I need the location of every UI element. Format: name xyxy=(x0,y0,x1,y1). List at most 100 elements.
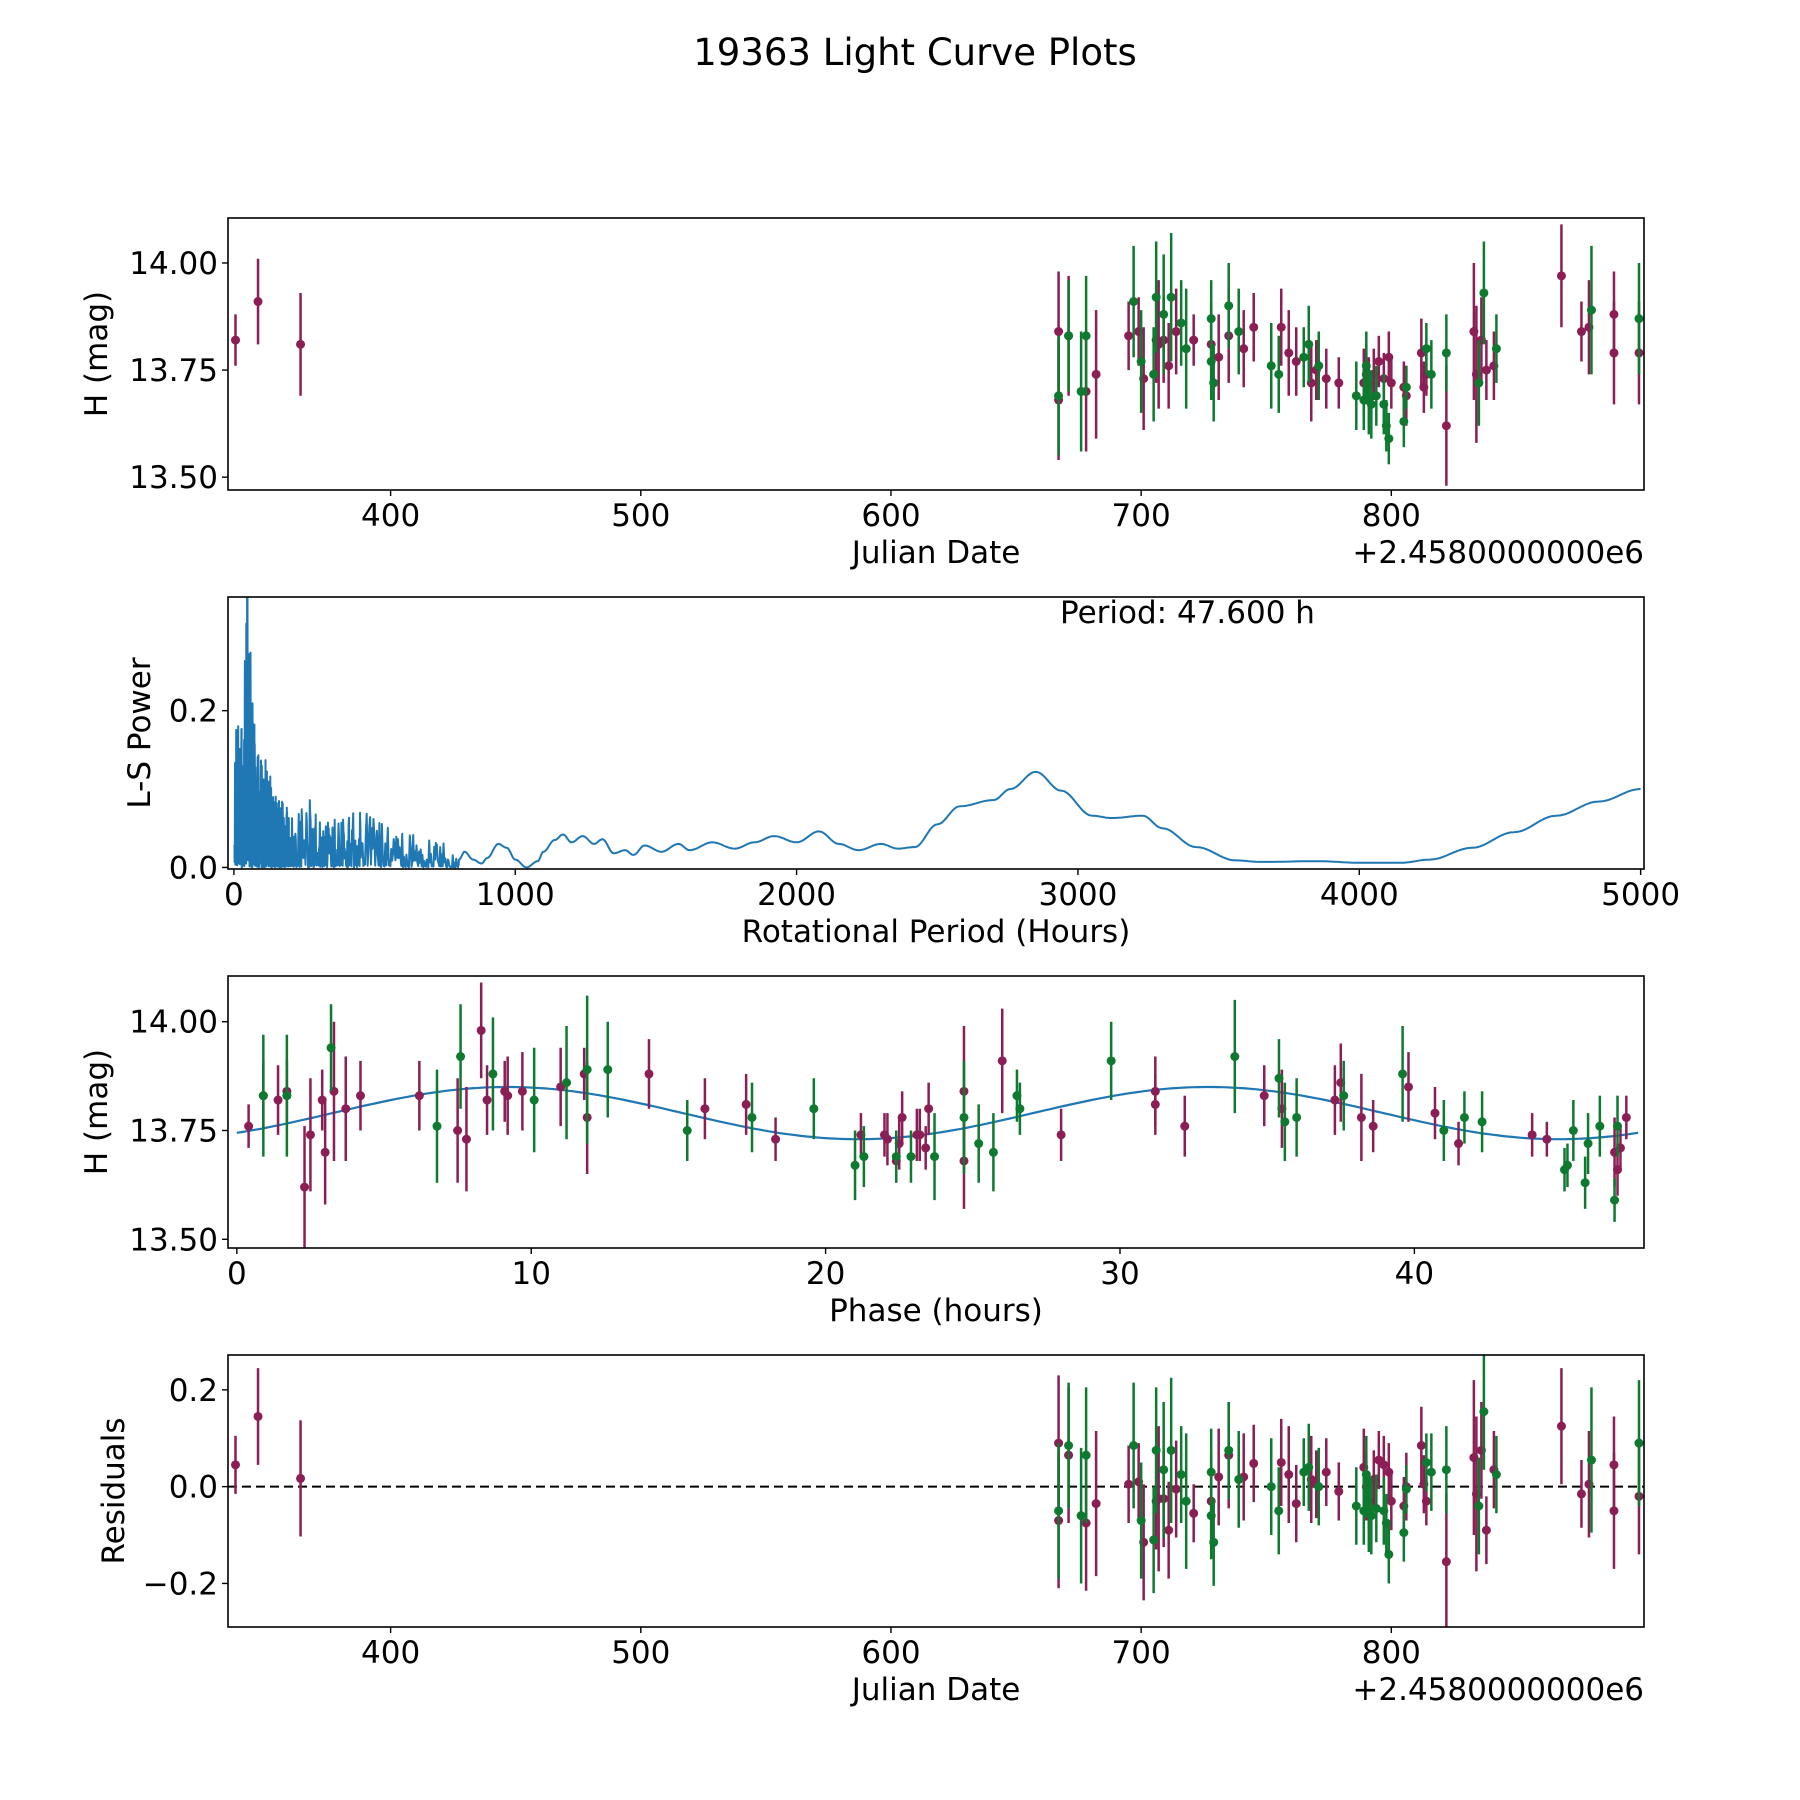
marker xyxy=(1239,344,1249,354)
data-point xyxy=(644,1039,654,1109)
data-point xyxy=(1189,1484,1199,1543)
marker xyxy=(1106,1056,1116,1066)
data-point xyxy=(1339,1060,1349,1131)
marker xyxy=(1274,1073,1284,1083)
lightcurve-axes-frame xyxy=(227,217,1645,491)
marker xyxy=(1091,369,1101,379)
data-point xyxy=(355,1060,365,1131)
marker xyxy=(1314,361,1324,371)
residuals-panel: 400 500 600 700 800 −0.2 0.0 0.2 Julian Date +2… xyxy=(96,1354,1645,1708)
data-point xyxy=(1171,1440,1181,1538)
data-point xyxy=(1403,1052,1413,1122)
data-point xyxy=(296,292,306,396)
data-point xyxy=(414,1060,424,1131)
data-point xyxy=(1426,1433,1436,1511)
marker xyxy=(1176,318,1186,328)
data-point xyxy=(1159,1401,1169,1538)
data-point xyxy=(1209,344,1219,422)
marker xyxy=(1314,1482,1324,1492)
data-point xyxy=(1366,1476,1376,1555)
marker xyxy=(244,1121,254,1131)
data-point xyxy=(1151,1387,1161,1514)
data-point xyxy=(1076,331,1086,452)
data-point xyxy=(1234,1430,1244,1528)
y-tick-label: 0.2 xyxy=(169,694,218,730)
data-point xyxy=(1441,1426,1451,1514)
data-point xyxy=(1164,1481,1174,1579)
data-point xyxy=(1576,301,1586,362)
data-point xyxy=(850,1130,860,1201)
marker xyxy=(1421,1496,1431,1506)
x-tick-label: 400 xyxy=(361,1635,420,1671)
marker xyxy=(1129,297,1139,307)
marker xyxy=(1164,1525,1174,1535)
data-point xyxy=(1491,314,1501,383)
marker xyxy=(1284,1470,1294,1480)
data-point xyxy=(1180,1095,1190,1157)
data-point xyxy=(1266,322,1276,409)
data-point xyxy=(1230,999,1240,1114)
marker xyxy=(1421,1457,1431,1467)
marker xyxy=(231,1460,241,1470)
fit-curve xyxy=(236,1085,1639,1141)
x-tick-label: 20 xyxy=(806,1256,845,1292)
marker xyxy=(1181,344,1191,354)
marker xyxy=(859,1152,869,1162)
marker xyxy=(355,1091,365,1101)
data-point xyxy=(453,1078,463,1183)
marker xyxy=(1056,1130,1066,1140)
data-point xyxy=(859,1126,869,1188)
residuals-offset-label: +2.4580000000e6 xyxy=(1352,1672,1644,1708)
data-point xyxy=(1274,1039,1284,1118)
marker xyxy=(1586,1455,1596,1465)
data-point xyxy=(747,1082,757,1153)
marker xyxy=(1441,1465,1451,1475)
data-point xyxy=(1609,301,1619,405)
data-point xyxy=(1299,327,1309,388)
marker xyxy=(1384,434,1394,444)
data-point xyxy=(282,1034,292,1157)
data-point xyxy=(1249,1424,1259,1503)
data-point xyxy=(741,1073,751,1135)
data-point xyxy=(1583,1113,1593,1175)
y-tick-label: 13.75 xyxy=(129,353,218,389)
marker xyxy=(341,1104,351,1114)
data-point xyxy=(432,1069,442,1183)
marker xyxy=(1562,1160,1572,1170)
marker xyxy=(771,1134,781,1144)
x-tick-label: 0 xyxy=(224,877,244,913)
marker xyxy=(682,1125,692,1135)
marker xyxy=(1334,378,1344,388)
data-point xyxy=(1292,1078,1302,1157)
power-curve xyxy=(233,597,1641,869)
marker xyxy=(1189,1508,1199,1518)
data-point xyxy=(1149,327,1159,422)
x-tick-label: 600 xyxy=(861,1635,920,1671)
data-point xyxy=(1091,310,1101,439)
marker xyxy=(476,1025,486,1035)
marker xyxy=(1304,339,1314,349)
marker xyxy=(305,1130,315,1140)
marker xyxy=(258,1091,268,1101)
marker xyxy=(1430,1108,1440,1118)
marker xyxy=(997,1056,1007,1066)
phased-panel: 0 10 20 30 40 13.50 13.75 14.00 Phase (hours) H… xyxy=(79,975,1645,1329)
marker xyxy=(1542,1134,1552,1144)
periodogram-xlabel: Rotational Period (Hours) xyxy=(742,914,1131,950)
periodogram-marks xyxy=(233,597,1641,869)
data-point xyxy=(1124,1445,1134,1523)
data-point xyxy=(461,1086,471,1192)
data-point xyxy=(1149,1486,1159,1594)
marker xyxy=(1181,1496,1191,1506)
marker xyxy=(1081,331,1091,341)
data-point xyxy=(1481,1496,1491,1565)
phased-ticks: 0 10 20 30 40 13.50 13.75 14.00 xyxy=(129,1005,1434,1292)
x-tick-label: 3000 xyxy=(1038,877,1117,913)
data-point xyxy=(1076,1447,1086,1584)
marker xyxy=(1576,327,1586,337)
data-point xyxy=(891,1130,901,1183)
data-point xyxy=(1426,340,1436,409)
marker xyxy=(1234,1474,1244,1484)
data-point xyxy=(1214,314,1224,401)
marker xyxy=(1595,1121,1605,1131)
